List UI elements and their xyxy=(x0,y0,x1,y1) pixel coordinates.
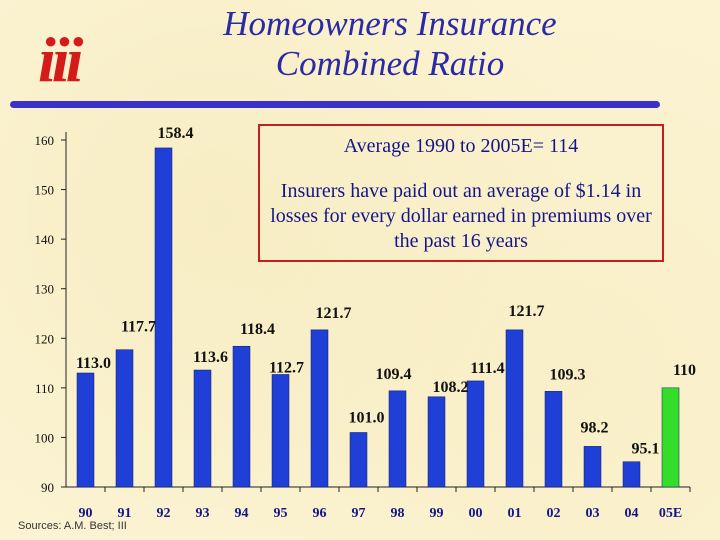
bar xyxy=(466,380,485,488)
average-text: Average 1990 to 2005E= 114 xyxy=(343,135,579,157)
y-axis: 90 100 110 120 130 140 150 160 xyxy=(35,132,67,495)
bar xyxy=(232,345,251,488)
data-labels: 113.0 117.7 158.4 113.6 118.4 112.7 121.7 101.0… xyxy=(76,125,696,458)
title-divider xyxy=(10,101,660,108)
x-tick-label: 95 xyxy=(274,506,288,521)
y-tick-label: 150 xyxy=(35,183,55,198)
data-label: 121.7 xyxy=(509,303,545,320)
bar xyxy=(76,372,95,488)
x-tick-label: 94 xyxy=(235,506,249,521)
bar xyxy=(661,387,680,488)
y-tick-label: 90 xyxy=(41,480,54,495)
chart-title-line1: Homeowners Insurance xyxy=(223,4,557,43)
bar xyxy=(115,349,134,488)
data-label: 109.4 xyxy=(376,366,412,383)
x-tick-label: 01 xyxy=(508,506,522,521)
bar xyxy=(622,461,641,488)
bar-series xyxy=(76,147,680,488)
x-axis: 90 91 92 93 94 95 96 97 98 99 00 01 02 03 04 05E xyxy=(66,486,691,521)
data-label: 111.4 xyxy=(470,360,504,377)
data-label: 98.2 xyxy=(581,419,609,436)
x-tick-label: 05E xyxy=(659,506,682,521)
data-label: 113.0 xyxy=(76,355,111,372)
data-label: 95.1 xyxy=(632,441,660,458)
bar xyxy=(349,432,368,488)
data-label: 117.7 xyxy=(121,319,156,336)
x-tick-label: 93 xyxy=(196,506,210,521)
bar xyxy=(310,329,329,488)
chart-title: Homeowners Insurance Combined Ratio xyxy=(150,4,630,84)
bar xyxy=(427,396,446,488)
y-tick-label: 160 xyxy=(35,133,55,148)
bar xyxy=(544,391,563,488)
data-label: 110 xyxy=(673,362,696,379)
x-tick-label: 00 xyxy=(469,506,483,521)
data-label: 113.6 xyxy=(193,349,228,366)
bar xyxy=(388,390,407,488)
y-tick-label: 140 xyxy=(35,232,55,247)
bar xyxy=(154,147,173,488)
bar xyxy=(583,446,602,488)
bar xyxy=(193,369,212,488)
x-tick-label: 91 xyxy=(118,506,132,521)
x-tick-label: 04 xyxy=(625,506,639,521)
data-label: 118.4 xyxy=(240,321,275,338)
data-label: 112.7 xyxy=(269,359,304,376)
bar xyxy=(271,374,290,488)
average-annotation-box: Average 1990 to 2005E= 114 Insurers have… xyxy=(258,124,664,262)
data-label: 158.4 xyxy=(158,125,194,142)
y-tick-label: 110 xyxy=(35,381,54,396)
data-label: 108.2 xyxy=(433,379,469,396)
iii-logo: iii xyxy=(38,24,83,95)
data-label: 109.3 xyxy=(550,366,586,383)
x-tick-label: 97 xyxy=(352,506,366,521)
average-description: Insurers have paid out an average of $1.… xyxy=(270,180,652,252)
x-tick-label: 99 xyxy=(430,506,444,521)
bar xyxy=(505,329,524,488)
data-label: 101.0 xyxy=(349,409,385,426)
y-tick-label: 120 xyxy=(35,331,55,346)
x-tick-label: 98 xyxy=(391,506,405,521)
source-note: Sources: A.M. Best; III xyxy=(18,520,127,532)
chart-title-line2: Combined Ratio xyxy=(275,44,505,83)
x-tick-label: 92 xyxy=(157,506,171,521)
x-tick-label: 03 xyxy=(586,506,600,521)
x-tick-label: 96 xyxy=(313,506,327,521)
y-tick-label: 130 xyxy=(35,282,55,297)
x-tick-label: 02 xyxy=(547,506,561,521)
data-label: 121.7 xyxy=(316,305,352,322)
x-tick-label: 90 xyxy=(79,506,93,521)
y-tick-label: 100 xyxy=(35,430,55,445)
